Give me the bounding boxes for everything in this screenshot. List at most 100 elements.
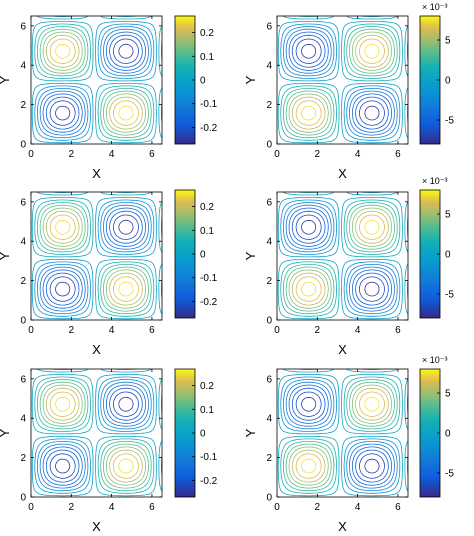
contour-level-15 xyxy=(295,391,385,479)
colorbar-tick-label: 0 xyxy=(445,76,451,87)
contour-level-7 xyxy=(34,16,162,141)
panel-4: 0 2 4 6 0 2 4 6 X Y 5 0 -5 × 10⁻³ xyxy=(243,176,454,357)
contour-level-3 xyxy=(291,387,389,483)
y-tick-label: 4 xyxy=(20,414,26,425)
contour-level-3 xyxy=(45,210,143,306)
contour-level-11 xyxy=(283,379,398,492)
contour-level-16 xyxy=(55,219,134,297)
y-axis-label: Y xyxy=(0,75,12,84)
contour-level-7 xyxy=(34,192,162,317)
y-tick-label: 2 xyxy=(266,276,272,287)
x-axis-label: X xyxy=(338,166,347,181)
contour-level-3 xyxy=(45,387,143,483)
colorbar-tick-label: 0 xyxy=(445,250,451,261)
contour-level-12 xyxy=(39,204,149,312)
contour-level-1 xyxy=(301,43,380,121)
contour-level-2 xyxy=(295,38,385,126)
contour-level-11 xyxy=(283,26,398,139)
contour-level-5 xyxy=(39,204,149,312)
y-tick-label: 2 xyxy=(20,100,26,111)
contour-level-6 xyxy=(37,26,152,139)
contour-level-11 xyxy=(37,379,152,492)
contour-lines xyxy=(31,16,162,144)
contour-level-9 xyxy=(277,192,408,320)
contour-level-16 xyxy=(55,396,134,474)
contour-level-12 xyxy=(39,381,149,489)
colorbar-tick-label: 0.1 xyxy=(200,226,214,237)
contour-level-13 xyxy=(42,384,146,486)
colorbar-tick-label: 5 xyxy=(445,36,451,47)
contour-level-8 xyxy=(31,16,162,144)
panel-3: 0 2 4 6 0 2 4 6 X Y 0.2 0.1 0 -0.1 -0.2 xyxy=(0,189,218,357)
contour-lines xyxy=(277,16,408,144)
x-tick-label: 6 xyxy=(395,149,401,160)
colorbar-tick-label: -0.1 xyxy=(200,452,218,463)
contour-level-4 xyxy=(42,31,146,133)
y-tick-label: 4 xyxy=(20,237,26,248)
y-tick-label: 4 xyxy=(20,61,26,72)
contour-level-4 xyxy=(288,31,392,133)
contour-level-9 xyxy=(277,369,408,497)
axes-box xyxy=(276,15,409,145)
contour-level-7 xyxy=(280,369,408,494)
x-tick-label: 2 xyxy=(315,502,321,513)
colorbar-tick-label: -0.1 xyxy=(200,99,218,110)
contour-level-5 xyxy=(39,381,149,489)
contour-level-15 xyxy=(49,38,139,126)
colorbar-tick-label: 0 xyxy=(200,250,206,261)
contour-level-16 xyxy=(301,43,380,121)
contour-level-2 xyxy=(49,391,139,479)
contour-level-14 xyxy=(45,387,143,483)
colorbar-tick-label: 0.2 xyxy=(200,381,214,392)
x-tick-label: 2 xyxy=(315,325,321,336)
contour-level-7 xyxy=(34,369,162,494)
x-axis-label: X xyxy=(338,519,347,534)
colorbar-tick-label: -0.2 xyxy=(200,297,218,308)
contour-level-1 xyxy=(301,396,380,474)
colorbar-tick-label: 5 xyxy=(445,210,451,221)
colorbar-tick-label: 0.2 xyxy=(200,202,214,213)
axes-box xyxy=(276,191,409,321)
contour-level-12 xyxy=(285,28,395,136)
axes-box xyxy=(30,191,163,321)
contour-level-6 xyxy=(37,202,152,315)
x-tick-label: 0 xyxy=(274,149,280,160)
x-axis-label: X xyxy=(338,342,347,357)
plot-area xyxy=(31,369,162,497)
plot-area xyxy=(277,16,408,144)
contour-level-2 xyxy=(49,214,139,302)
plot-area xyxy=(31,192,162,320)
x-tick-label: 4 xyxy=(109,502,115,513)
x-axis-label: X xyxy=(92,342,101,357)
y-tick-label: 2 xyxy=(266,100,272,111)
y-axis-label: Y xyxy=(243,75,258,84)
panel-2: 0 2 4 6 0 2 4 6 X Y 5 0 -5 × 10⁻³ xyxy=(243,2,454,181)
plot-area xyxy=(277,192,408,320)
y-tick-label: 6 xyxy=(20,21,26,32)
contour-level-12 xyxy=(285,381,395,489)
contour-level-5 xyxy=(39,28,149,136)
contour-level-14 xyxy=(291,34,389,130)
contour-level-13 xyxy=(288,31,392,133)
contour-level-12 xyxy=(39,28,149,136)
x-tick-label: 0 xyxy=(28,502,34,513)
colorbar-tick-label: 0 xyxy=(200,429,206,440)
contour-level-10 xyxy=(280,16,408,141)
y-tick-label: 0 xyxy=(266,493,272,504)
contour-level-13 xyxy=(42,207,146,309)
contour-level-16 xyxy=(301,396,380,474)
contour-level-15 xyxy=(49,391,139,479)
contour-level-6 xyxy=(283,379,398,492)
axes-box xyxy=(276,368,409,498)
contour-level-6 xyxy=(283,202,398,315)
x-tick-label: 0 xyxy=(28,149,34,160)
contour-level-6 xyxy=(283,26,398,139)
y-tick-label: 4 xyxy=(266,61,272,72)
y-tick-label: 4 xyxy=(266,237,272,248)
contour-level-13 xyxy=(288,384,392,486)
contour-level-16 xyxy=(301,219,380,297)
contour-level-2 xyxy=(295,391,385,479)
y-tick-label: 6 xyxy=(266,374,272,385)
y-axis-label: Y xyxy=(243,251,258,260)
